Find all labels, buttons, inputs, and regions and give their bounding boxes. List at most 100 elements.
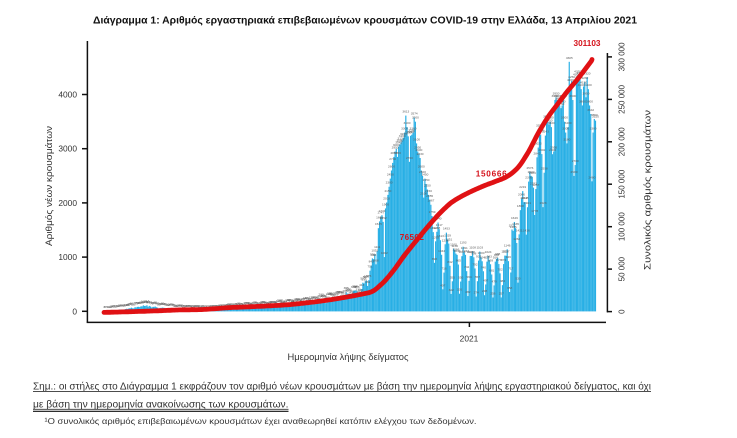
svg-text:1778: 1778 bbox=[531, 209, 538, 213]
svg-text:2400: 2400 bbox=[588, 175, 595, 179]
svg-text:324: 324 bbox=[358, 288, 363, 292]
svg-text:300 000: 300 000 bbox=[618, 42, 627, 71]
svg-text:257: 257 bbox=[499, 291, 504, 295]
svg-text:1193: 1193 bbox=[460, 241, 467, 245]
svg-text:1044: 1044 bbox=[438, 249, 445, 253]
svg-text:1000: 1000 bbox=[58, 252, 77, 262]
svg-text:100 000: 100 000 bbox=[618, 212, 627, 241]
svg-text:742: 742 bbox=[464, 265, 469, 269]
svg-text:530: 530 bbox=[515, 277, 520, 281]
svg-text:1652: 1652 bbox=[380, 216, 387, 220]
svg-text:988: 988 bbox=[495, 252, 500, 256]
svg-text:301103: 301103 bbox=[574, 39, 601, 48]
svg-text:3300: 3300 bbox=[410, 127, 417, 131]
svg-text:716: 716 bbox=[441, 267, 446, 271]
svg-text:1024: 1024 bbox=[485, 250, 492, 254]
svg-text:751: 751 bbox=[367, 265, 372, 269]
svg-text:2055: 2055 bbox=[426, 194, 433, 198]
svg-text:274: 274 bbox=[474, 291, 479, 295]
svg-text:576: 576 bbox=[366, 274, 371, 278]
svg-text:298: 298 bbox=[482, 289, 487, 293]
svg-text:1103: 1103 bbox=[476, 246, 483, 250]
svg-text:1027: 1027 bbox=[503, 250, 510, 254]
svg-text:413: 413 bbox=[359, 283, 364, 287]
svg-text:1108: 1108 bbox=[469, 245, 476, 249]
svg-text:896: 896 bbox=[432, 257, 437, 261]
svg-text:0: 0 bbox=[618, 309, 627, 314]
svg-text:2395: 2395 bbox=[525, 176, 532, 180]
svg-text:1921: 1921 bbox=[524, 201, 531, 205]
svg-text:3613: 3613 bbox=[402, 110, 409, 114]
svg-text:1251: 1251 bbox=[445, 238, 452, 242]
svg-text:2010: 2010 bbox=[383, 197, 390, 201]
svg-text:1421: 1421 bbox=[516, 228, 523, 232]
svg-text:150 000: 150 000 bbox=[618, 169, 627, 198]
svg-text:868: 868 bbox=[373, 258, 378, 262]
svg-text:2558: 2558 bbox=[541, 167, 548, 171]
svg-text:2600: 2600 bbox=[388, 165, 395, 169]
svg-text:4000: 4000 bbox=[58, 90, 77, 100]
svg-text:3800: 3800 bbox=[579, 99, 586, 103]
svg-text:4100: 4100 bbox=[585, 83, 592, 87]
svg-text:1517: 1517 bbox=[436, 223, 443, 227]
svg-text:με βάση την ημερομηνία ανακοίν: με βάση την ημερομηνία ανακοίνωσης των κ… bbox=[33, 399, 289, 411]
svg-text:564: 564 bbox=[466, 275, 471, 279]
svg-text:3900: 3900 bbox=[569, 94, 576, 98]
svg-text:963: 963 bbox=[371, 253, 376, 257]
svg-text:3800: 3800 bbox=[586, 99, 593, 103]
svg-text:1111: 1111 bbox=[374, 245, 380, 249]
svg-text:3243: 3243 bbox=[542, 130, 549, 134]
svg-text:3400: 3400 bbox=[404, 121, 411, 125]
svg-text:3500: 3500 bbox=[412, 116, 419, 120]
svg-text:2000: 2000 bbox=[58, 198, 77, 208]
svg-text:256: 256 bbox=[490, 292, 495, 296]
svg-text:1900: 1900 bbox=[382, 202, 389, 206]
svg-text:1453: 1453 bbox=[443, 227, 450, 231]
svg-text:479: 479 bbox=[492, 279, 497, 283]
svg-text:1967: 1967 bbox=[427, 199, 434, 203]
svg-text:3400: 3400 bbox=[548, 121, 555, 125]
svg-text:2484: 2484 bbox=[529, 171, 536, 175]
svg-text:2450: 2450 bbox=[421, 173, 428, 177]
svg-text:358: 358 bbox=[507, 286, 512, 290]
svg-text:2150: 2150 bbox=[384, 189, 391, 193]
svg-text:3520: 3520 bbox=[592, 115, 599, 119]
svg-text:1759: 1759 bbox=[429, 210, 436, 214]
svg-text:2015: 2015 bbox=[522, 196, 529, 200]
svg-text:1535: 1535 bbox=[512, 222, 519, 226]
svg-text:1649: 1649 bbox=[511, 216, 518, 220]
svg-text:2219: 2219 bbox=[519, 185, 526, 189]
svg-text:2350: 2350 bbox=[423, 178, 430, 182]
svg-text:702: 702 bbox=[498, 267, 503, 271]
svg-text:4605: 4605 bbox=[566, 56, 573, 60]
svg-text:2850: 2850 bbox=[394, 151, 401, 155]
svg-text:842: 842 bbox=[447, 260, 452, 264]
svg-text:740: 740 bbox=[481, 265, 486, 269]
svg-text:Σημ.: οι στήλες στο Διάγραμμα: Σημ.: οι στήλες στο Διάγραμμα 1 εκφράζου… bbox=[33, 381, 651, 393]
svg-text:2902: 2902 bbox=[538, 148, 545, 152]
svg-text:2021: 2021 bbox=[460, 334, 479, 344]
svg-text:326: 326 bbox=[457, 288, 462, 292]
svg-text:292: 292 bbox=[350, 290, 355, 294]
svg-text:3100: 3100 bbox=[413, 137, 420, 141]
svg-text:3950: 3950 bbox=[583, 91, 590, 95]
svg-text:1774: 1774 bbox=[379, 209, 386, 213]
svg-text:3300: 3300 bbox=[562, 127, 569, 131]
svg-text:250 000: 250 000 bbox=[618, 84, 627, 113]
svg-text:200 000: 200 000 bbox=[618, 127, 627, 156]
svg-text:3400: 3400 bbox=[565, 121, 572, 125]
svg-text:Συνολικός αριθμός κρουσμάτων: Συνολικός αριθμός κρουσμάτων bbox=[643, 109, 653, 270]
svg-text:407: 407 bbox=[440, 283, 445, 287]
svg-text:2300: 2300 bbox=[386, 181, 393, 185]
svg-text:2600: 2600 bbox=[418, 165, 425, 169]
svg-text:2740: 2740 bbox=[389, 157, 396, 161]
svg-text:3300: 3300 bbox=[590, 127, 597, 131]
svg-text:2150: 2150 bbox=[425, 189, 432, 193]
svg-text:Αριθμός νέων κρουσμάτων: Αριθμός νέων κρουσμάτων bbox=[44, 125, 54, 246]
svg-text:557: 557 bbox=[475, 275, 480, 279]
svg-text:3000: 3000 bbox=[58, 144, 77, 154]
svg-text:¹Ο συνολικός αριθμός επιβεβαιω: ¹Ο συνολικός αριθμός επιβεβαιωμένων κρου… bbox=[45, 416, 477, 426]
svg-text:1923: 1923 bbox=[540, 201, 547, 205]
svg-text:1416: 1416 bbox=[523, 229, 530, 233]
svg-text:282: 282 bbox=[465, 290, 470, 294]
